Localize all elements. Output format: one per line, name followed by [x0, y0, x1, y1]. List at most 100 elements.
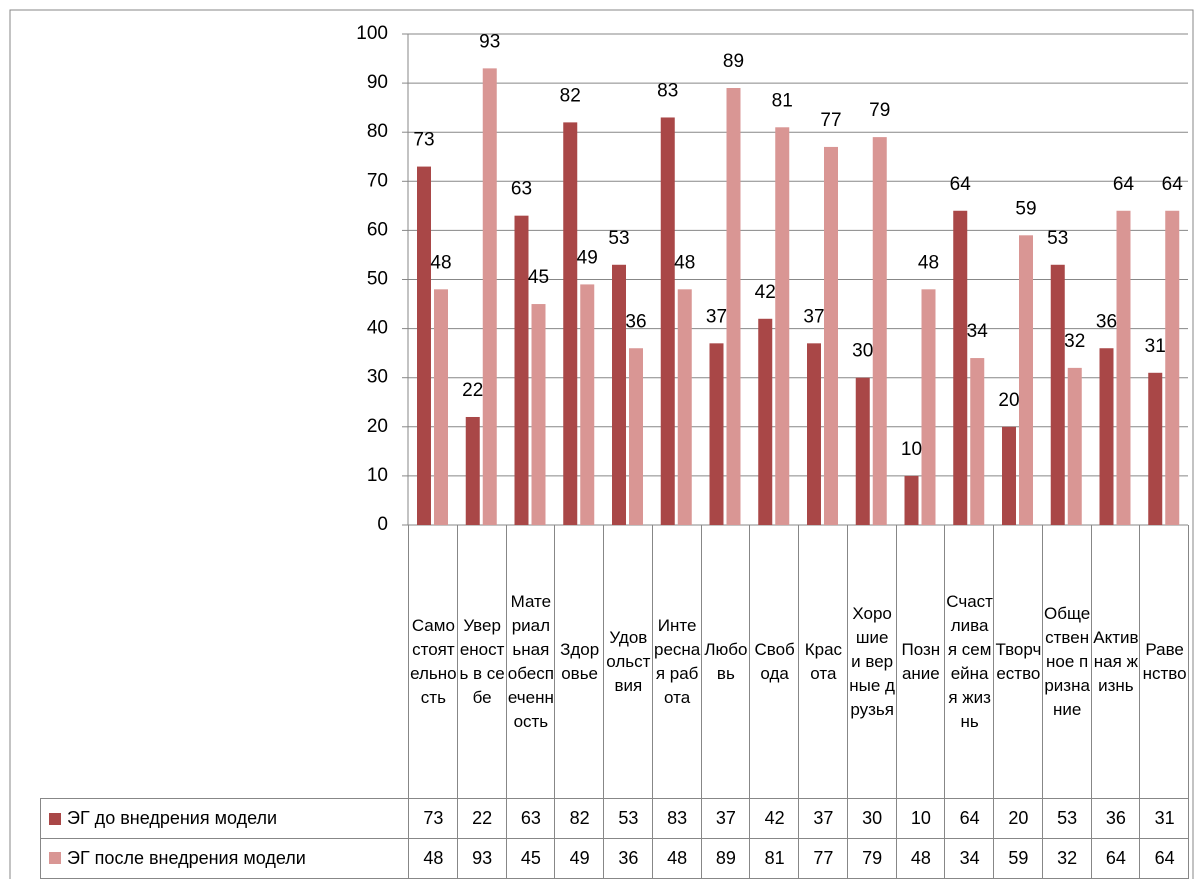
data-label: 93 [479, 31, 500, 52]
data-label: 59 [1015, 198, 1036, 219]
category-label: Здоровье [554, 525, 604, 799]
table-value: 73 [408, 798, 458, 839]
data-label: 49 [577, 247, 598, 268]
y-tick-label: 100 [356, 23, 388, 44]
y-tick-label: 40 [367, 318, 388, 339]
bar [1148, 372, 1163, 525]
legend-label: ЭГ после внедрения модели [67, 847, 306, 868]
data-label: 36 [1096, 311, 1117, 332]
category-label: Любовь [700, 525, 751, 799]
bar [970, 358, 985, 525]
table-value: 93 [456, 838, 507, 879]
table-value: 64 [1139, 838, 1189, 879]
data-label: 20 [998, 390, 1019, 411]
bar [872, 137, 887, 526]
data-label: 79 [869, 100, 890, 121]
table-value: 32 [1041, 838, 1092, 879]
category-label: Творчество [993, 525, 1043, 799]
category-label: Увереность в себе [456, 525, 507, 799]
category-label: Свобода [749, 525, 799, 799]
category-label: Общественное признание [1041, 525, 1092, 799]
bar [1165, 210, 1180, 525]
category-label: Равенство [1139, 525, 1189, 799]
data-label: 37 [803, 306, 824, 327]
table-value: 30 [846, 798, 897, 839]
data-label: 22 [462, 380, 483, 401]
category-label: Хорошие и верные друзья [846, 525, 897, 799]
bar [921, 289, 936, 525]
legend-label: ЭГ до внедрения модели [67, 808, 278, 828]
table-value: 89 [700, 838, 751, 879]
legend-entry: ЭГ после внедрения модели [40, 838, 409, 879]
category-label: Удовольствия [603, 525, 653, 799]
y-tick-label: 60 [367, 219, 388, 240]
data-label: 64 [1162, 174, 1184, 195]
table-value: 48 [651, 838, 702, 879]
table-value: 49 [554, 838, 604, 879]
data-label: 73 [413, 130, 434, 151]
data-label: 36 [625, 311, 646, 332]
table-value: 34 [944, 838, 994, 879]
data-label: 48 [674, 252, 695, 273]
table-value: 79 [846, 838, 897, 879]
bar [953, 210, 968, 525]
table-value: 53 [603, 798, 653, 839]
table-value: 64 [944, 798, 994, 839]
legend-swatch [49, 852, 61, 864]
data-label: 48 [918, 252, 939, 273]
data-label: 64 [950, 174, 972, 195]
bar [482, 68, 497, 526]
category-label: Красота [798, 525, 848, 799]
bar [531, 304, 546, 525]
data-label: 31 [1145, 336, 1166, 357]
table-value: 20 [993, 798, 1043, 839]
y-tick-label: 80 [367, 121, 388, 142]
bar [417, 166, 431, 525]
bar [580, 284, 595, 525]
data-label: 37 [706, 306, 727, 327]
chart-border [9, 9, 1194, 879]
data-label: 89 [723, 51, 744, 72]
table-value: 83 [651, 798, 702, 839]
category-label: Материальная обеспеченность [505, 525, 556, 799]
y-tick-label: 30 [367, 367, 388, 388]
bar [1067, 367, 1082, 525]
category-label: Самостоятельность [408, 525, 458, 799]
bar [1019, 235, 1033, 525]
data-label: 34 [967, 321, 989, 342]
category-label: Интересная работа [651, 525, 702, 799]
category-label: Активная жизнь [1090, 525, 1141, 799]
bar [726, 88, 741, 525]
y-tick-label: 50 [367, 269, 388, 290]
data-label: 81 [772, 90, 793, 111]
bar [1050, 264, 1065, 525]
bar [465, 416, 480, 525]
table-value: 53 [1041, 798, 1092, 839]
data-label: 83 [657, 80, 678, 101]
bar [904, 475, 919, 525]
table-value: 31 [1139, 798, 1189, 839]
legend-swatch [49, 812, 61, 825]
data-label: 64 [1113, 174, 1135, 195]
table-value: 37 [700, 798, 751, 839]
data-label: 77 [820, 110, 841, 131]
y-tick-label: 90 [367, 72, 388, 93]
table-value: 77 [798, 838, 848, 879]
bar [758, 318, 773, 525]
bar [434, 289, 448, 525]
data-label: 45 [528, 267, 549, 288]
bar [514, 215, 529, 526]
bar [1099, 348, 1114, 525]
bar [855, 377, 870, 525]
y-tick-label: 70 [367, 170, 388, 191]
table-value: 59 [993, 838, 1043, 879]
table-value: 48 [895, 838, 946, 879]
data-label: 48 [430, 252, 451, 273]
category-label: Познание [895, 525, 946, 799]
data-label: 82 [560, 85, 581, 106]
bar [660, 117, 675, 525]
table-value: 64 [1090, 838, 1141, 879]
bar [775, 127, 790, 525]
